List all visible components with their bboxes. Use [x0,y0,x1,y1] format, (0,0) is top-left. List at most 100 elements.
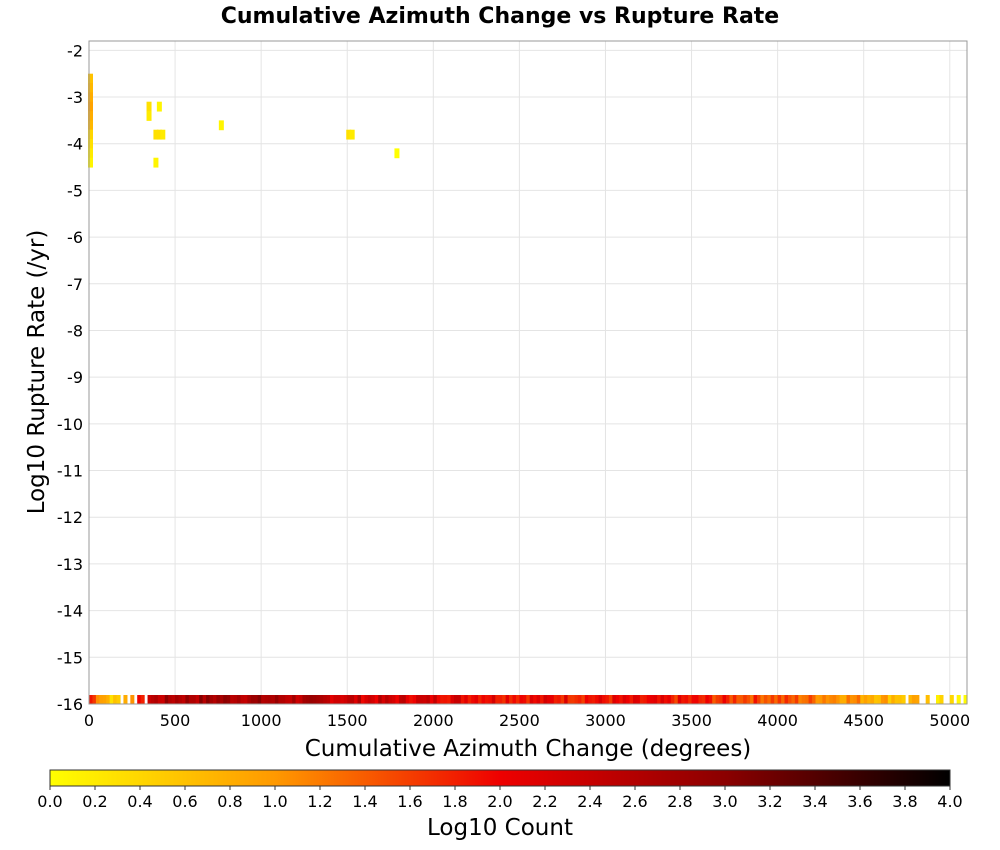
heatmap-cell [891,695,896,704]
heatmap-cell [457,695,462,704]
heatmap-cell [739,695,744,704]
heatmap-cell [750,695,755,704]
y-tick-label: -4 [67,135,83,154]
heatmap-cell [491,695,496,704]
y-tick-label: -13 [57,555,83,574]
x-tick-label: 0 [84,711,94,730]
heatmap-cell [860,695,865,704]
colorbar-tick-label: 3.6 [847,792,872,811]
heatmap-cell [770,695,775,704]
heatmap-cell [206,695,211,704]
heatmap-cell [443,695,448,704]
heatmap-cell [440,695,445,704]
x-tick-label: 1500 [327,711,368,730]
heatmap-cell [433,695,438,704]
heatmap-cell [164,695,169,704]
heatmap-cell [89,695,94,704]
colorbar-tick-label: 1.8 [442,792,467,811]
heatmap-cell [285,695,290,704]
heatmap-cell [894,695,899,704]
heatmap-cell [908,695,913,704]
heatmap-cell [540,695,545,704]
heatmap-cell [526,695,531,704]
colorbar-tick-label: 2.8 [667,792,692,811]
heatmap-cell [453,695,459,704]
heatmap-cell [664,695,669,704]
colorbar-tick-label: 3.0 [712,792,737,811]
heatmap-cell [247,695,252,704]
colorbar-tick-label: 1.4 [352,792,377,811]
heatmap-cell [309,695,314,704]
heatmap-cell [312,695,317,704]
y-tick-label: -16 [57,695,83,714]
heatmap-cell [849,695,854,704]
y-tick-label: -15 [57,648,83,667]
y-tick-label: -7 [67,275,83,294]
heatmap-cell [774,695,779,704]
heatmap-cell [364,695,369,704]
heatmap-cell [109,695,114,704]
heatmap-cell [705,695,710,704]
heatmap-cell [853,695,858,704]
heatmap-cell [374,695,379,704]
heatmap-cell [302,695,307,704]
heatmap-cell [156,101,162,112]
heatmap-cell [832,695,837,704]
heatmap-cell [753,695,758,704]
heatmap-cell [815,695,820,704]
heatmap-cell [209,695,214,704]
heatmap-cell [588,695,593,704]
heatmap-cell [619,695,624,704]
heatmap-cell [264,695,269,704]
heatmap-cell [398,695,403,704]
heatmap-cell [615,695,620,704]
plot-frame [88,40,968,705]
heatmap-cell [646,695,651,704]
x-axis-label: Cumulative Azimuth Change (degrees) [305,736,752,762]
heatmap-cell [146,111,152,121]
heatmap-cell [88,111,93,121]
heatmap-cell [323,695,328,704]
heatmap-cell [316,695,321,704]
heatmap-cell [519,695,524,704]
heatmap-cell [633,695,638,704]
heatmap-cell [436,695,441,704]
heatmap-cell [281,695,286,704]
heatmap-cell [694,695,700,704]
heatmap-cell [760,695,765,704]
heatmap-cell [154,695,159,704]
colorbar-tick-label: 4.0 [937,792,962,811]
heatmap-cell [233,695,238,704]
heatmap-cell [963,695,968,704]
heatmap-cell [670,695,675,704]
heatmap-cell [254,695,259,704]
heatmap-cell [691,695,696,704]
x-axis-ticks: 0 500 1000 1500 2000 2500 3000 3500 4000 4500 5000 [84,711,970,730]
colorbar-tick-label: 1.2 [307,792,332,811]
heatmap-cell [505,695,510,704]
heatmap-cell [295,695,300,704]
heatmap-cell [137,695,142,704]
heatmap-cell [429,695,434,704]
heatmap-cell [343,695,348,704]
heatmap-cell [305,695,310,704]
heatmap-cell [712,695,717,704]
heatmap-cell [901,695,906,704]
heatmap-cell [230,695,235,704]
heatmap-cell [88,92,93,103]
heatmap-cell [467,695,472,704]
heatmap-cell [271,695,276,704]
heatmap-cell [346,129,352,140]
colorbar-tick-label: 3.4 [802,792,827,811]
colorbar-tick-label: 0.0 [37,792,62,811]
heatmap-cells [88,73,968,704]
heatmap-cell [781,695,786,704]
heatmap-cell [688,695,693,704]
heatmap-cell [915,695,920,704]
heatmap-cell [88,129,93,140]
heatmap-cell [395,695,400,704]
heatmap-cell [391,695,397,704]
heatmap-cell [839,695,844,704]
heatmap-cell [956,695,961,704]
heatmap-cell [378,695,383,704]
